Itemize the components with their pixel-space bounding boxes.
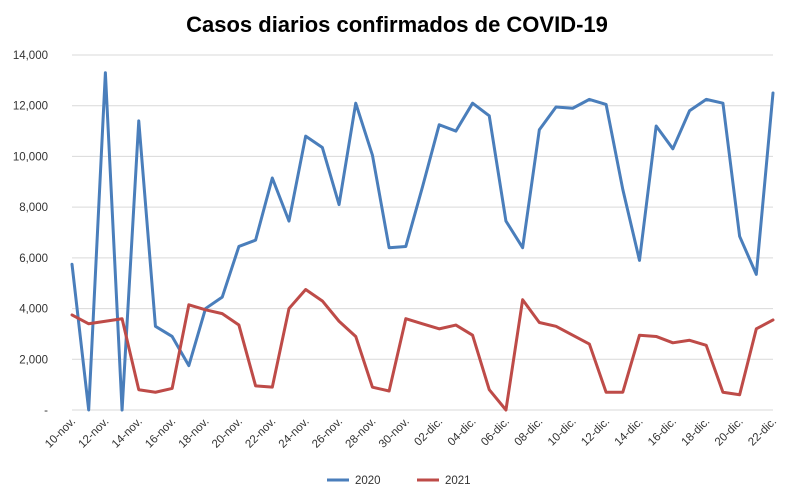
x-tick-label: 10-dic. bbox=[546, 416, 579, 449]
y-tick-label: - bbox=[44, 405, 48, 417]
x-axis: 10-nov.12-nov.14-nov.16-nov.18-nov.20-no… bbox=[43, 409, 779, 451]
x-tick-label: 18-dic. bbox=[679, 416, 712, 449]
legend-label-2020: 2020 bbox=[355, 475, 381, 487]
x-tick-label: 14-dic. bbox=[613, 416, 646, 449]
series-lines bbox=[70, 71, 775, 412]
y-tick-label: 12,000 bbox=[13, 101, 48, 113]
x-tick-label: 22-nov. bbox=[243, 416, 278, 451]
x-tick-label: 04-dic. bbox=[446, 416, 479, 449]
y-tick-label: 6,000 bbox=[19, 253, 48, 265]
x-tick-label: 08-dic. bbox=[513, 416, 546, 449]
x-tick-label: 18-nov. bbox=[177, 416, 212, 451]
x-tick-label: 12-nov. bbox=[76, 416, 111, 451]
x-tick-label: 26-nov. bbox=[310, 416, 345, 451]
y-tick-label: 10,000 bbox=[13, 151, 48, 163]
x-tick-label: 02-dic. bbox=[412, 416, 445, 449]
legend-label-2021: 2021 bbox=[445, 475, 471, 487]
x-tick-label: 20-dic. bbox=[713, 416, 746, 449]
x-tick-label: 14-nov. bbox=[110, 416, 145, 451]
x-tick-label: 16-dic. bbox=[646, 416, 679, 449]
x-tick-label: 24-nov. bbox=[277, 416, 312, 451]
x-tick-label: 16-nov. bbox=[143, 416, 178, 451]
y-tick-label: 8,000 bbox=[19, 202, 48, 214]
series-line-2021 bbox=[70, 288, 775, 412]
x-tick-label: 10-nov. bbox=[43, 416, 78, 451]
series-line-2020 bbox=[70, 71, 775, 412]
x-tick-label: 22-dic. bbox=[746, 416, 779, 449]
y-tick-label: 14,000 bbox=[13, 50, 48, 62]
legend: 2020 2021 bbox=[327, 475, 471, 487]
x-tick-label: 28-nov. bbox=[344, 416, 379, 451]
x-tick-label: 20-nov. bbox=[210, 416, 245, 451]
y-tick-label: 4,000 bbox=[19, 304, 48, 316]
y-tick-label: 2,000 bbox=[19, 354, 48, 366]
x-tick-label: 06-dic. bbox=[479, 416, 512, 449]
x-tick-label: 12-dic. bbox=[579, 416, 612, 449]
chart-title: Casos diarios confirmados de COVID-19 bbox=[186, 12, 608, 37]
y-axis: - 2,000 4,000 6,000 8,000 10,000 12,000 14,000 bbox=[13, 50, 48, 417]
x-tick-label: 30-nov. bbox=[377, 416, 412, 451]
